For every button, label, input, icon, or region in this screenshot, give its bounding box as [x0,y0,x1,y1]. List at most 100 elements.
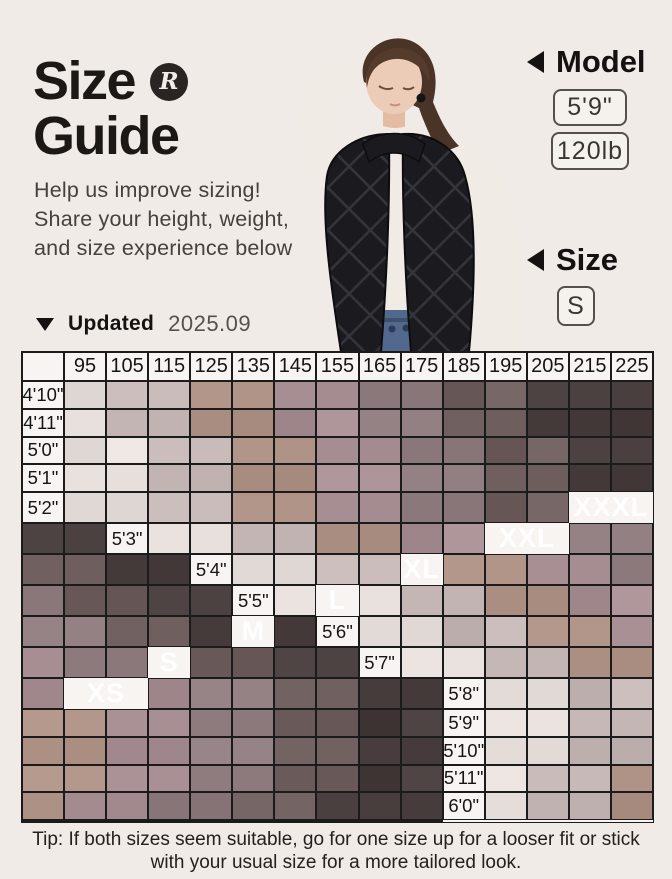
size-cell [274,381,317,409]
size-cell [274,647,317,678]
title-word-guide: Guide [33,106,180,167]
size-cell [190,436,233,465]
size-cell [442,554,485,585]
size-cell [22,585,64,616]
size-cell [232,647,275,678]
intro-line: Share your height, weight, [34,206,289,231]
size-cell [442,492,485,523]
size-cell [358,616,401,647]
size-cell [64,436,107,465]
size-cell [64,709,107,737]
size-cell [358,792,401,820]
model-height-badge: 5'9" [553,89,627,126]
size-cell [64,736,107,765]
col-header: 175 [400,352,443,381]
size-cell [64,381,107,409]
size-cell [190,492,233,523]
size-cell [400,709,443,737]
size-cell [64,616,107,647]
size-cell [610,408,653,437]
size-cell [274,678,317,709]
size-cell [358,585,401,616]
size-cell [232,678,275,709]
size-cell [22,616,64,647]
model-weight-badge: 120lb [551,132,629,170]
row-header: 4'10" [22,381,64,409]
size-cell [190,523,233,554]
size-cell [232,764,275,793]
size-cell [316,381,359,409]
size-cell [400,792,443,820]
size-cell [106,464,149,492]
size-cell [316,709,359,737]
size-cell [400,736,443,765]
row-header: 5'9" [442,709,485,737]
size-cell [358,820,401,822]
size-band-label-xxl: XXL [499,523,555,553]
size-cell [526,616,569,647]
arrow-left-icon [527,249,544,271]
size-cell [316,647,359,678]
size-cell [400,616,443,647]
tip-line: Tip: If both sizes seem suitable, go for… [32,829,640,850]
size-cell [64,523,107,554]
size-cell [610,554,653,585]
row-header: 5'2" [22,492,64,523]
col-header: 155 [316,352,359,381]
size-cell [274,523,317,554]
size-cell [526,464,569,492]
size-cell [148,678,191,709]
row-header: 5'3" [106,523,149,554]
size-cell [190,736,233,765]
size-band-label-xl: XL [403,554,440,584]
title-word-size: Size [33,51,137,111]
model-heading-label: Model [556,44,646,79]
size-cell [358,764,401,793]
size-cell [526,764,569,793]
size-cell [526,436,569,465]
size-cell [358,492,401,523]
size-cell [526,709,569,737]
size-cell [64,554,107,585]
size-cell [484,764,527,793]
size-cell [526,381,569,409]
size-cell [232,554,275,585]
size-cell [484,647,527,678]
size-cell [148,408,191,437]
size-cell [148,523,191,554]
title-line-2: Guide [33,106,188,167]
size-cell [22,792,64,820]
size-cell [568,709,611,737]
size-cell [484,616,527,647]
size-cell [316,464,359,492]
size-cell [610,523,653,554]
intro-text: Help us improve sizing! Share your heigh… [34,176,292,262]
size-cell [190,408,233,437]
size-cell [400,764,443,793]
size-cell [610,436,653,465]
model-size-badge: S [557,286,595,326]
row-header: 5'1" [22,464,64,492]
size-cell [274,736,317,765]
size-cell [106,764,149,793]
size-cell [568,523,611,554]
size-cell [274,464,317,492]
size-band-label-xs: XS [87,678,126,708]
arrow-down-icon [36,317,54,331]
page-title: Size R Guide [33,51,189,167]
size-cell [64,492,107,523]
size-cell [526,554,569,585]
size-cell [22,554,64,585]
size-cell [190,678,233,709]
size-cell [106,736,149,765]
size-cell [358,709,401,737]
col-header: 225 [610,352,653,381]
size-heading: Size [527,242,618,278]
size-cell [274,764,317,793]
size-cell [22,523,64,554]
size-cell [316,554,359,585]
size-cell [526,408,569,437]
size-cell [358,464,401,492]
size-cell [106,616,149,647]
row-header: 5'10" [442,736,485,765]
